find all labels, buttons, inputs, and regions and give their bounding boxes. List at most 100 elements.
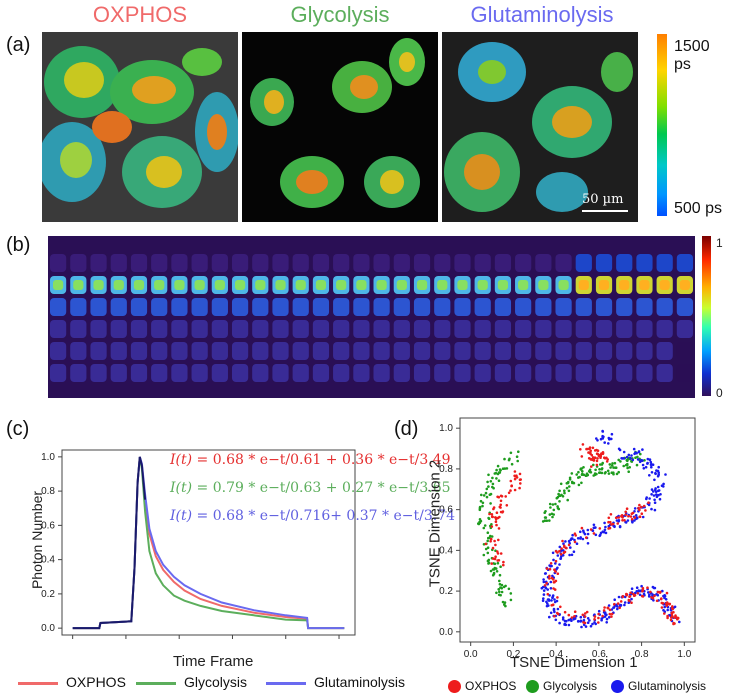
tsne-point <box>604 525 607 529</box>
tsne-point <box>651 593 654 596</box>
tsne-point <box>641 586 645 590</box>
tsne-point <box>605 621 608 624</box>
tsne-point <box>509 598 513 602</box>
tsne-point <box>513 477 517 481</box>
colorbar-lifetime-max: 1500 ps <box>674 38 710 73</box>
sim-cell <box>454 320 471 338</box>
tsne-point <box>516 459 519 463</box>
sim-cell-core <box>214 280 225 290</box>
scale-bar-line <box>582 210 628 212</box>
chart-d-ytick-label: 0.4 <box>439 545 453 556</box>
sim-cell <box>575 298 592 316</box>
sim-cell-core <box>113 280 124 290</box>
equation-oxphos: I(t) = 0.68 * e−t/0.61 + 0.36 * e−t/3.49 <box>170 452 451 468</box>
tsne-point <box>627 598 631 602</box>
tsne-point <box>610 432 614 436</box>
tsne-point <box>558 563 561 566</box>
tsne-point <box>549 580 553 584</box>
sim-cell <box>575 320 592 338</box>
tsne-point <box>549 565 552 568</box>
sim-cell <box>434 364 451 382</box>
tsne-point <box>575 473 578 476</box>
tsne-point <box>650 493 653 496</box>
tsne-point <box>498 468 502 471</box>
tsne-point <box>577 483 581 487</box>
tsne-point <box>495 591 498 595</box>
sim-cell <box>515 320 532 338</box>
tsne-point <box>549 611 553 615</box>
tsne-point <box>597 616 600 620</box>
sim-cell <box>535 320 552 338</box>
tsne-point <box>630 601 633 604</box>
sim-cell <box>373 320 390 338</box>
tsne-point <box>610 615 613 618</box>
tsne-point <box>484 542 488 546</box>
tsne-point <box>554 570 557 573</box>
sim-cell-core <box>194 280 205 290</box>
sim-cell <box>575 364 592 382</box>
sim-cell-core <box>356 280 367 290</box>
sim-cell <box>636 254 653 272</box>
tsne-point <box>552 578 555 581</box>
tsne-point <box>607 604 611 607</box>
tsne-point <box>510 462 514 466</box>
sim-cell-core <box>295 280 306 290</box>
sim-cell <box>555 364 572 382</box>
tsne-point <box>586 542 590 545</box>
tsne-point <box>482 494 486 497</box>
sim-cell <box>373 298 390 316</box>
tsne-point <box>563 619 567 623</box>
tsne-point <box>594 468 597 472</box>
sim-cell <box>413 364 431 382</box>
tsne-point <box>497 527 501 530</box>
sim-cell <box>231 298 249 316</box>
tsne-point <box>554 618 558 622</box>
legend-label-oxphos: OXPHOS <box>66 674 126 690</box>
tsne-point <box>607 516 611 520</box>
sim-cell <box>151 320 168 338</box>
tsne-point <box>494 516 498 520</box>
tsne-point <box>556 551 559 554</box>
tsne-point <box>577 470 580 474</box>
tsne-point <box>657 465 660 469</box>
tsne-point <box>603 611 607 614</box>
tsne-point <box>495 511 499 514</box>
sim-cell <box>171 254 188 272</box>
legend-dot-glutaminolysis <box>611 680 624 693</box>
tsne-point <box>655 493 658 496</box>
sim-cell <box>231 320 249 338</box>
tsne-point <box>586 532 590 536</box>
tsne-point <box>486 531 490 534</box>
tsne-point <box>621 519 624 522</box>
tsne-point <box>486 539 489 543</box>
tsne-point <box>548 577 551 580</box>
tsne-point <box>635 451 638 455</box>
sim-cell <box>292 320 309 338</box>
equation-oxphos-rhs: 0.68 * e−t/0.61 + 0.36 * e−t/3.49 <box>212 452 451 468</box>
tsne-point <box>612 471 615 474</box>
panel-b-label: (b) <box>6 234 31 256</box>
tsne-point <box>598 527 602 530</box>
tsne-point <box>563 550 567 554</box>
tsne-point <box>615 604 618 608</box>
tsne-point <box>635 517 639 520</box>
tsne-point <box>579 530 582 534</box>
sim-cell <box>130 254 148 272</box>
tsne-point <box>515 474 518 477</box>
tsne-point <box>556 612 560 616</box>
tsne-point <box>550 599 553 602</box>
sim-cell <box>616 254 633 272</box>
sim-cell <box>555 254 572 272</box>
tsne-point <box>494 543 497 547</box>
sim-cell-core <box>336 280 347 290</box>
sim-cell <box>595 342 613 360</box>
tsne-point <box>610 464 614 467</box>
sim-cell <box>535 342 552 360</box>
tsne-point <box>607 616 611 619</box>
tsne-point <box>497 538 500 542</box>
tsne-point <box>561 616 565 619</box>
tsne-point <box>650 465 653 469</box>
sim-cell <box>272 320 289 338</box>
tsne-point <box>617 516 620 519</box>
colorbar-intensity <box>702 236 711 396</box>
